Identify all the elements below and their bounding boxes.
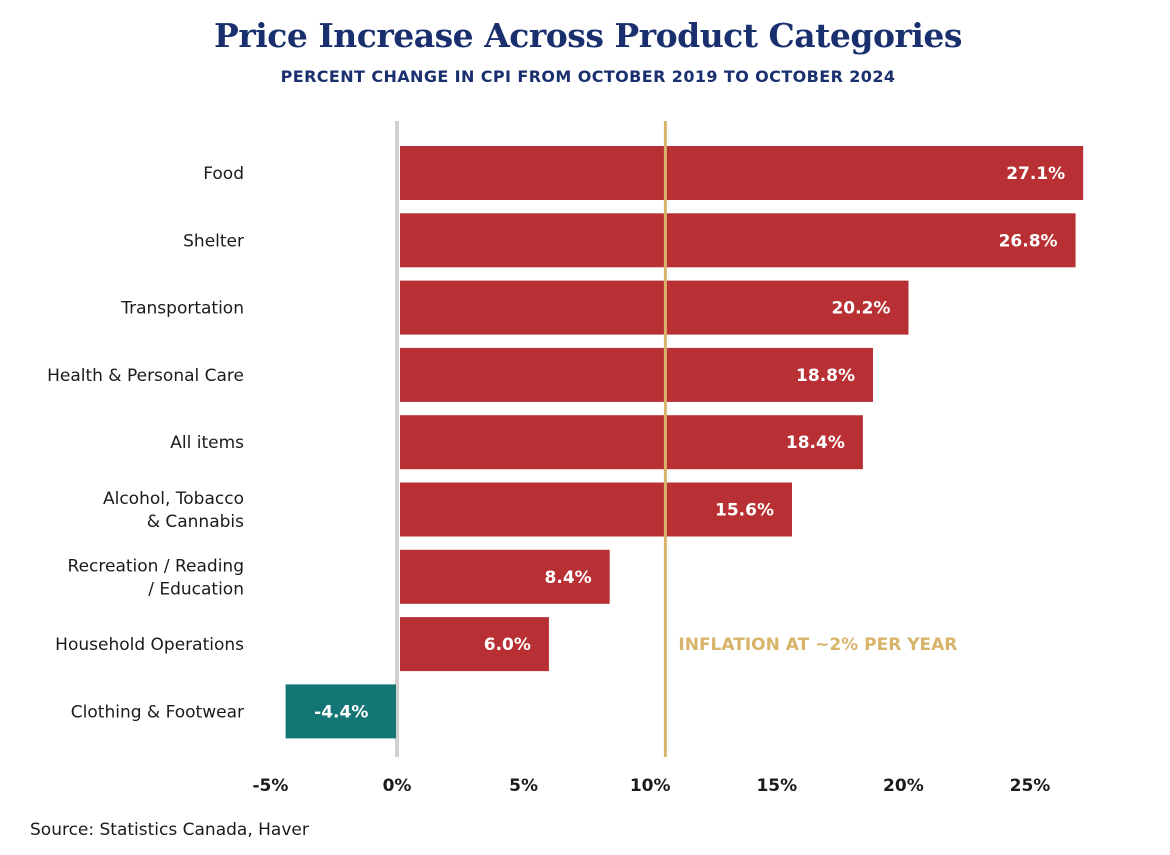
bar-value-label: 15.6% [715,501,774,521]
bar-value-label: 20.2% [831,299,890,319]
category-label: Household Operations [55,635,244,655]
bar [400,617,549,672]
x-tick-label: 5% [509,776,538,796]
x-tick-label: 25% [1010,776,1051,796]
bar [400,213,1076,268]
bar-value-label: 18.4% [786,433,845,453]
x-tick-label: 15% [756,776,797,796]
bar [400,415,863,470]
bar-value-label: 8.4% [545,568,592,588]
bar-value-label: 18.8% [796,366,855,386]
bar [285,684,396,739]
category-label: Food [203,164,244,184]
bar-value-label: 27.1% [1006,164,1065,184]
zero-axis-line [395,121,399,757]
x-tick-label: 20% [883,776,924,796]
category-label: All items [170,433,244,453]
chart-subtitle: PERCENT CHANGE IN CPI FROM OCTOBER 2019 … [280,67,896,86]
bar [400,146,1084,200]
bar [400,482,792,537]
category-label: Health & Personal Care [47,366,244,386]
bar [400,280,909,335]
bar-value-label: 26.8% [999,231,1058,251]
bar [400,549,610,604]
category-label: Alcohol, Tobacco [103,489,244,509]
category-label: & Cannabis [147,512,244,532]
x-tick-label: 0% [383,776,412,796]
x-tick-label: -5% [252,776,288,796]
category-label: Shelter [183,231,244,251]
category-label: Recreation / Reading [68,556,244,576]
bar-value-label: 6.0% [484,635,531,655]
inflation-reference-label: INFLATION AT ~2% PER YEAR [678,635,957,655]
x-tick-label: 10% [630,776,671,796]
category-label: Clothing & Footwear [71,702,244,722]
category-label: / Education [148,579,244,599]
chart-title: Price Increase Across Product Categories [214,16,962,55]
inflation-reference-line [663,121,667,757]
bar-value-label: -4.4% [314,702,368,722]
source-note: Source: Statistics Canada, Haver [30,820,309,840]
category-label: Transportation [120,299,244,319]
bar [400,347,874,402]
